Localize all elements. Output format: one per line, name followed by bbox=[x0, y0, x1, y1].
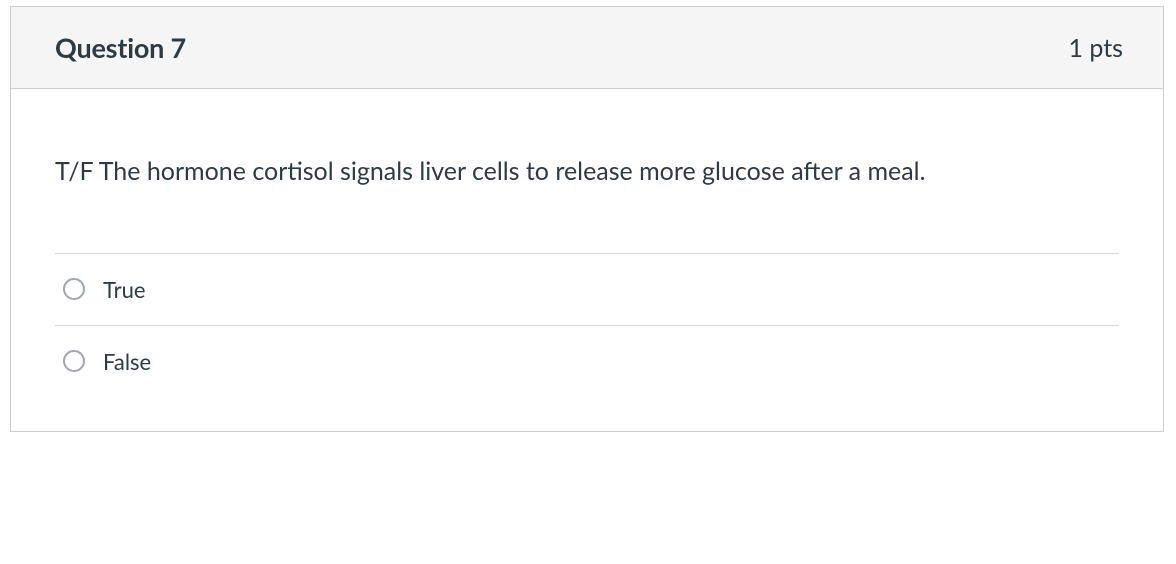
question-prompt: T/F The hormone cortisol signals liver c… bbox=[55, 153, 1119, 191]
radio-icon[interactable] bbox=[63, 350, 85, 372]
option-true[interactable]: True bbox=[55, 254, 1119, 326]
question-card: Question 7 1 pts T/F The hormone cortiso… bbox=[10, 6, 1164, 432]
option-label: False bbox=[103, 348, 151, 375]
radio-icon[interactable] bbox=[63, 278, 85, 300]
option-label: True bbox=[103, 276, 145, 303]
options-list: True False bbox=[55, 253, 1119, 397]
question-header: Question 7 1 pts bbox=[11, 7, 1163, 89]
question-points: 1 pts bbox=[1068, 33, 1123, 63]
question-body: T/F The hormone cortisol signals liver c… bbox=[11, 89, 1163, 431]
question-title: Question 7 bbox=[55, 31, 186, 64]
option-false[interactable]: False bbox=[55, 326, 1119, 397]
